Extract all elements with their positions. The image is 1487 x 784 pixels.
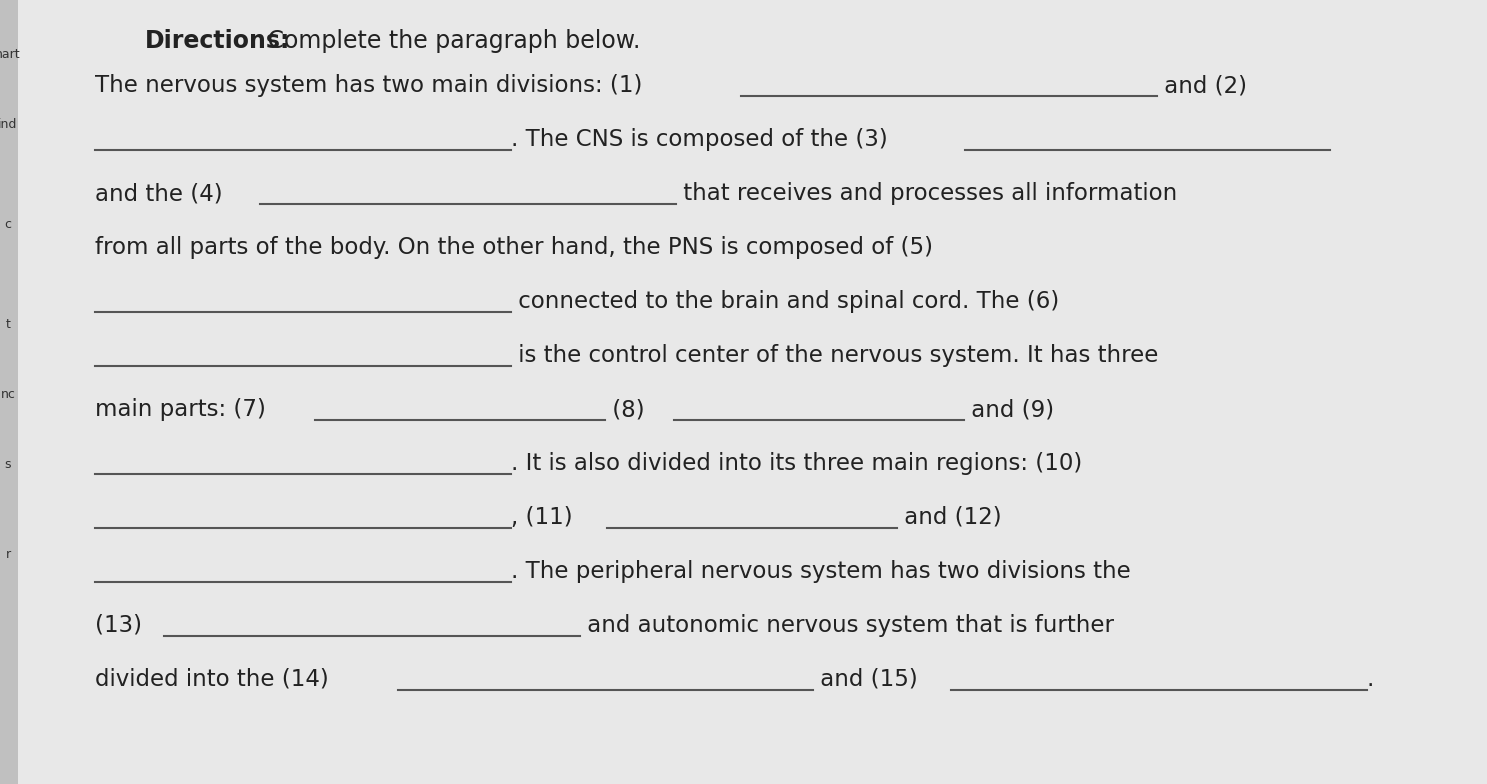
Text: divided into the (14): divided into the (14) (95, 668, 336, 691)
Text: ind: ind (0, 118, 18, 130)
Text: (8): (8) (605, 398, 651, 421)
Bar (0, 0, 18, 784)
Text: and (2): and (2) (1157, 74, 1248, 97)
Text: (13): (13) (95, 614, 149, 637)
Text: and (9): and (9) (964, 398, 1054, 421)
Text: . The peripheral nervous system has two divisions the: . The peripheral nervous system has two … (512, 560, 1130, 583)
Text: . The CNS is composed of the (3): . The CNS is composed of the (3) (512, 128, 895, 151)
Text: nc: nc (0, 387, 15, 401)
Text: and autonomic nervous system that is further: and autonomic nervous system that is fur… (580, 614, 1114, 637)
Text: r: r (6, 547, 10, 561)
Text: is the control center of the nervous system. It has three: is the control center of the nervous sys… (512, 344, 1158, 367)
Text: c: c (4, 217, 12, 230)
Text: hart: hart (0, 48, 21, 60)
Text: and (15): and (15) (813, 668, 925, 691)
Text: Complete the paragraph below.: Complete the paragraph below. (260, 29, 641, 53)
Text: s: s (4, 458, 12, 470)
Text: The nervous system has two main divisions: (1): The nervous system has two main division… (95, 74, 650, 97)
Text: and the (4): and the (4) (95, 182, 230, 205)
Text: from all parts of the body. On the other hand, the PNS is composed of (5): from all parts of the body. On the other… (95, 236, 932, 259)
Text: t: t (6, 318, 10, 331)
Text: , (11): , (11) (512, 506, 580, 529)
Text: that receives and processes all information: that receives and processes all informat… (677, 182, 1178, 205)
Text: main parts: (7): main parts: (7) (95, 398, 274, 421)
Text: connected to the brain and spinal cord. The (6): connected to the brain and spinal cord. … (512, 290, 1059, 313)
Text: .: . (1367, 668, 1374, 691)
Text: Directions:: Directions: (146, 29, 290, 53)
Text: and (12): and (12) (897, 506, 1002, 529)
Text: . It is also divided into its three main regions: (10): . It is also divided into its three main… (512, 452, 1083, 475)
